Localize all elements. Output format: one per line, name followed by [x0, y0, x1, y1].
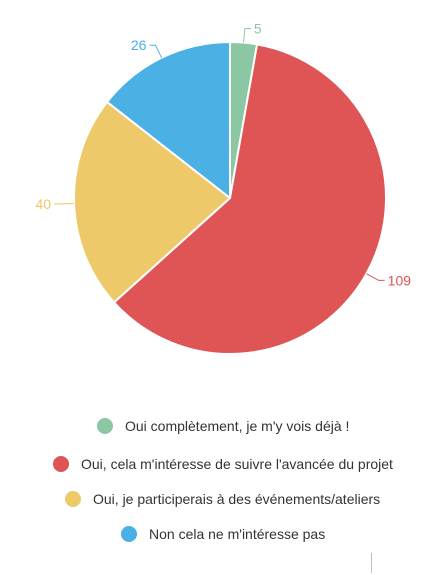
pie-chart: 5 109 40 26: [36, 21, 412, 355]
legend-item-1[interactable]: Oui, cela m'intéresse de suivre l'avancé…: [53, 456, 393, 472]
legend-item-3[interactable]: Non cela ne m'intéresse pas: [121, 526, 325, 542]
pie-chart-svg: 5 109 40 26: [36, 21, 412, 355]
data-label-1: 109: [388, 272, 412, 288]
data-label-0: 5: [254, 21, 262, 37]
legend-item-2[interactable]: Oui, je participerais à des événements/a…: [65, 491, 380, 507]
data-label-2: 40: [36, 196, 52, 212]
pie-slice-1[interactable]: [113, 43, 387, 355]
data-label-3: 26: [131, 37, 147, 53]
divider-line: [371, 553, 372, 573]
legend-label-1: Oui, cela m'intéresse de suivre l'avancé…: [81, 456, 393, 472]
legend-marker-icon: [121, 526, 137, 542]
pie-slice-2[interactable]: [73, 100, 231, 304]
leader-line-0: [243, 28, 251, 43]
legend-marker-icon: [53, 456, 69, 472]
legend-label-2: Oui, je participerais à des événements/a…: [93, 491, 381, 507]
legend-item-0[interactable]: Oui complètement, je m'y vois déjà !: [97, 418, 349, 434]
leader-line-1: [366, 273, 385, 281]
legend-marker-icon: [65, 491, 81, 507]
leader-line-3: [149, 44, 163, 59]
legend-label-0: Oui complètement, je m'y vois déjà !: [125, 418, 350, 434]
legend-marker-icon: [97, 418, 113, 434]
legend-label-3: Non cela ne m'intéresse pas: [149, 526, 326, 542]
